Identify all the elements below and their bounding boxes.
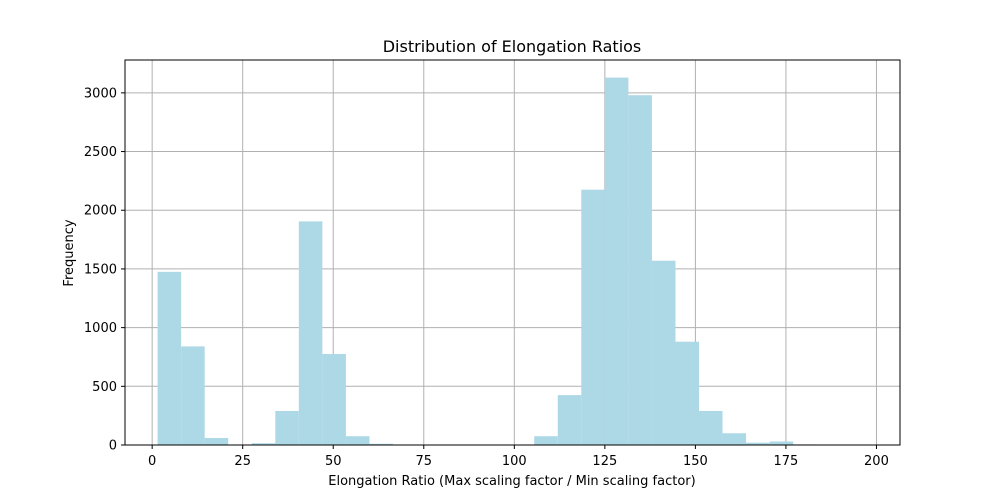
y-tick-label: 1000 xyxy=(84,321,117,336)
x-tick-label: 200 xyxy=(864,454,889,469)
x-tick-label: 150 xyxy=(683,454,708,469)
histogram-bar xyxy=(769,441,794,445)
x-tick-label: 100 xyxy=(502,454,527,469)
x-tick-label: 0 xyxy=(148,454,156,469)
x-tick-label: 125 xyxy=(592,454,617,469)
histogram-bar xyxy=(534,436,558,445)
histogram-bar xyxy=(298,221,323,445)
histogram-bar xyxy=(557,395,582,445)
x-tick-label: 175 xyxy=(774,454,799,469)
histogram-bar xyxy=(675,341,700,445)
y-tick-label: 3000 xyxy=(84,86,117,101)
x-axis-ticks: 0 25 50 75 100 125 150 175 200 xyxy=(148,445,889,469)
plot-frame xyxy=(124,59,901,446)
x-tick-label: 50 xyxy=(325,454,342,469)
grid-lines xyxy=(125,60,900,446)
histogram-bars xyxy=(157,77,817,446)
histogram-bar xyxy=(581,189,605,445)
y-tick-label: 0 xyxy=(109,439,117,454)
x-tick-label: 25 xyxy=(234,454,251,469)
histogram-bar xyxy=(157,271,182,445)
x-tick-label: 75 xyxy=(415,454,432,469)
histogram-bar xyxy=(204,437,229,445)
histogram-bar xyxy=(275,410,299,445)
y-axis-ticks: 0 500 1000 1500 2000 2500 3000 xyxy=(84,86,125,454)
histogram-bar xyxy=(651,260,676,445)
histogram-bar xyxy=(322,354,346,445)
y-tick-label: 2500 xyxy=(84,145,117,160)
y-tick-label: 1500 xyxy=(84,262,117,277)
y-tick-label: 500 xyxy=(92,380,117,395)
y-tick-label: 2000 xyxy=(84,204,117,219)
chart-title: Distribution of Elongation Ratios xyxy=(383,37,642,56)
histogram-bar xyxy=(699,410,723,445)
histogram-bar xyxy=(181,346,205,445)
histogram-bar xyxy=(628,95,652,446)
histogram-bar xyxy=(604,77,629,446)
histogram-bar xyxy=(369,443,393,445)
histogram-bar xyxy=(345,436,370,445)
histogram-bar xyxy=(746,442,770,445)
x-axis-label: Elongation Ratio (Max scaling factor / M… xyxy=(328,474,695,489)
y-axis-label: Frequency xyxy=(62,219,77,286)
histogram-bar xyxy=(251,443,276,445)
histogram-bar xyxy=(722,433,747,445)
